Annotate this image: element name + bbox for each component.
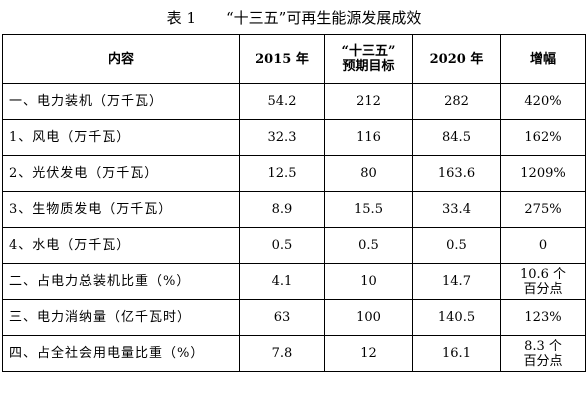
cell-target: 0.5 — [324, 227, 413, 264]
cell-2015: 8.9 — [239, 191, 325, 228]
cell-2015: 32.3 — [239, 119, 325, 156]
table-row: 一、电力装机（万千瓦） 54.2 212 282 420% — [2, 83, 586, 120]
cell-2020: 0.5 — [412, 227, 501, 264]
table-row: 2、光伏发电（万千瓦） 12.5 80 163.6 1209% — [2, 155, 586, 192]
cell-growth: 162% — [500, 119, 586, 156]
cell-item: 1、风电（万千瓦） — [2, 119, 240, 156]
cell-target: 80 — [324, 155, 413, 192]
cell-2015: 0.5 — [239, 227, 325, 264]
cell-target: 100 — [324, 299, 413, 336]
header-target: “十三五” 预期目标 — [324, 34, 413, 84]
table-row: 3、生物质发电（万千瓦） 8.9 15.5 33.4 275% — [2, 191, 586, 228]
header-2020: 2020 年 — [412, 34, 501, 84]
cell-2015: 7.8 — [239, 335, 325, 372]
cell-growth-line1: 10.6 个 — [519, 266, 567, 282]
cell-growth: 1209% — [500, 155, 586, 192]
table-row: 二、占电力总装机比重（%） 4.1 10 14.7 10.6 个百分点 — [2, 263, 586, 300]
cell-2020: 140.5 — [412, 299, 501, 336]
cell-growth-line1: 0 — [538, 238, 548, 253]
cell-item: 三、电力消纳量（亿千瓦时） — [2, 299, 240, 336]
cell-target: 10 — [324, 263, 413, 300]
cell-growth-line1: 1209% — [520, 166, 566, 181]
cell-2020: 163.6 — [412, 155, 501, 192]
table-caption: 表 1 “十三五”可再生能源发展成效 — [0, 6, 588, 30]
table-row: 1、风电（万千瓦） 32.3 116 84.5 162% — [2, 119, 586, 156]
cell-2020: 16.1 — [412, 335, 501, 372]
cell-growth-line2: 百分点 — [523, 281, 563, 297]
cell-growth-line1: 420% — [524, 94, 562, 109]
table-number: 表 1 — [166, 9, 196, 27]
cell-growth-line2: 百分点 — [523, 353, 563, 369]
cell-2020: 84.5 — [412, 119, 501, 156]
cell-item: 一、电力装机（万千瓦） — [2, 83, 240, 120]
cell-growth-line1: 275% — [524, 202, 562, 217]
cell-2015: 54.2 — [239, 83, 325, 120]
cell-growth-line1: 162% — [524, 130, 562, 145]
header-growth: 增幅 — [500, 34, 586, 84]
cell-growth: 275% — [500, 191, 586, 228]
table-row: 三、电力消纳量（亿千瓦时） 63 100 140.5 123% — [2, 299, 586, 336]
cell-2015: 4.1 — [239, 263, 325, 300]
cell-item: 2、光伏发电（万千瓦） — [2, 155, 240, 192]
cell-target: 15.5 — [324, 191, 413, 228]
cell-growth-line1: 8.3 个 — [524, 338, 562, 354]
table-header-row: 内容 2015 年 “十三五” 预期目标 2020 年 增幅 — [2, 34, 586, 84]
data-table: 内容 2015 年 “十三五” 预期目标 2020 年 增幅 一、电力装机（万千瓦… — [2, 34, 586, 372]
cell-target: 116 — [324, 119, 413, 156]
cell-growth: 10.6 个百分点 — [500, 263, 586, 300]
cell-2015: 63 — [239, 299, 325, 336]
cell-2020: 282 — [412, 83, 501, 120]
cell-growth: 0 — [500, 227, 586, 264]
cell-2020: 33.4 — [412, 191, 501, 228]
cell-target: 12 — [324, 335, 413, 372]
cell-item: 4、水电（万千瓦） — [2, 227, 240, 264]
header-target-line1: “十三五” — [341, 44, 396, 59]
cell-item: 四、占全社会用电量比重（%） — [2, 335, 240, 372]
cell-item: 3、生物质发电（万千瓦） — [2, 191, 240, 228]
header-target-line2: 预期目标 — [342, 59, 395, 74]
table-title: “十三五”可再生能源发展成效 — [225, 9, 422, 27]
cell-2020: 14.7 — [412, 263, 501, 300]
table-row: 四、占全社会用电量比重（%） 7.8 12 16.1 8.3 个百分点 — [2, 335, 586, 372]
cell-2015: 12.5 — [239, 155, 325, 192]
cell-growth: 8.3 个百分点 — [500, 335, 586, 372]
cell-item: 二、占电力总装机比重（%） — [2, 263, 240, 300]
cell-growth: 420% — [500, 83, 586, 120]
cell-target: 212 — [324, 83, 413, 120]
cell-growth: 123% — [500, 299, 586, 336]
header-2015: 2015 年 — [239, 34, 325, 84]
header-item: 内容 — [2, 34, 240, 84]
table-row: 4、水电（万千瓦） 0.5 0.5 0.5 0 — [2, 227, 586, 264]
cell-growth-line1: 123% — [524, 310, 562, 325]
